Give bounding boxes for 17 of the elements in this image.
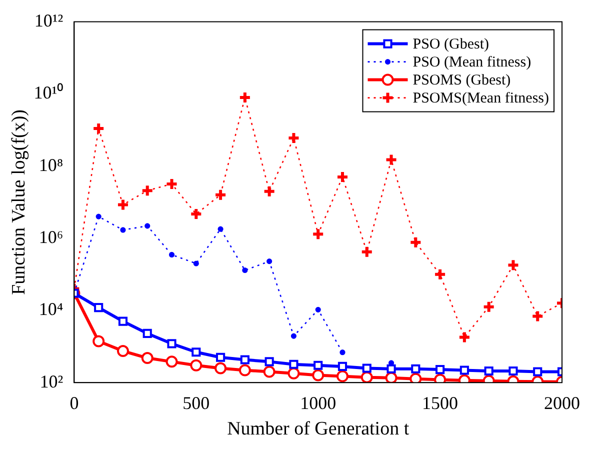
y-tick-label: 10⁴ <box>38 299 64 320</box>
y-tick-label: 10⁸ <box>38 154 64 175</box>
legend-label: PSO (Gbest) <box>412 36 490 53</box>
x-tick-label: 1000 <box>300 393 336 414</box>
y-tick-label: 10¹⁰ <box>34 82 64 103</box>
y-tick-label: 10⁶ <box>38 227 64 248</box>
x-tick-label: 500 <box>182 393 210 414</box>
y-axis-title: Function Value log(f(x)) <box>8 110 30 295</box>
legend-label: PSOMS(Mean fitness) <box>412 90 550 107</box>
legend-label: PSO (Mean fitness) <box>412 54 532 71</box>
legend-label: PSOMS (Gbest) <box>412 72 511 89</box>
y-tick-label: 10¹² <box>34 10 64 31</box>
x-tick-label: 0 <box>70 393 79 414</box>
y-tick-label: 10² <box>40 371 64 392</box>
x-tick-label: 1500 <box>422 393 458 414</box>
x-tick-label: 2000 <box>544 393 580 414</box>
x-axis-title: Number of Generation t <box>227 418 410 440</box>
